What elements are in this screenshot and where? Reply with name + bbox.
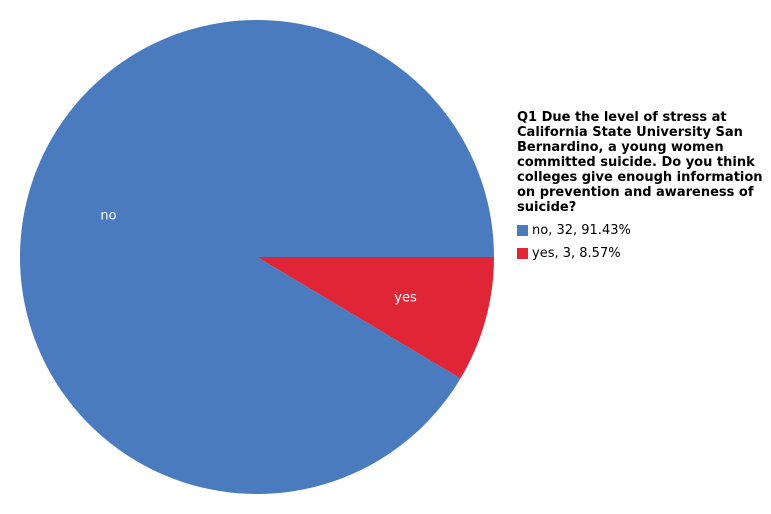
- legend-swatch: [517, 225, 528, 236]
- legend: Q1 Due the level of stress at California…: [517, 110, 771, 265]
- slice-label: no: [100, 209, 116, 224]
- legend-label: yes, 3, 8.57%: [532, 246, 621, 261]
- legend-label: no, 32, 91.43%: [532, 223, 631, 238]
- legend-entry: no, 32, 91.43%: [517, 219, 771, 242]
- legend-entry: yes, 3, 8.57%: [517, 242, 771, 265]
- pie-slice: [257, 257, 494, 379]
- legend-swatch: [517, 248, 528, 259]
- slice-label: yes: [394, 290, 417, 305]
- legend-title: Q1 Due the level of stress at California…: [517, 110, 763, 215]
- pie-slice: [19, 20, 495, 495]
